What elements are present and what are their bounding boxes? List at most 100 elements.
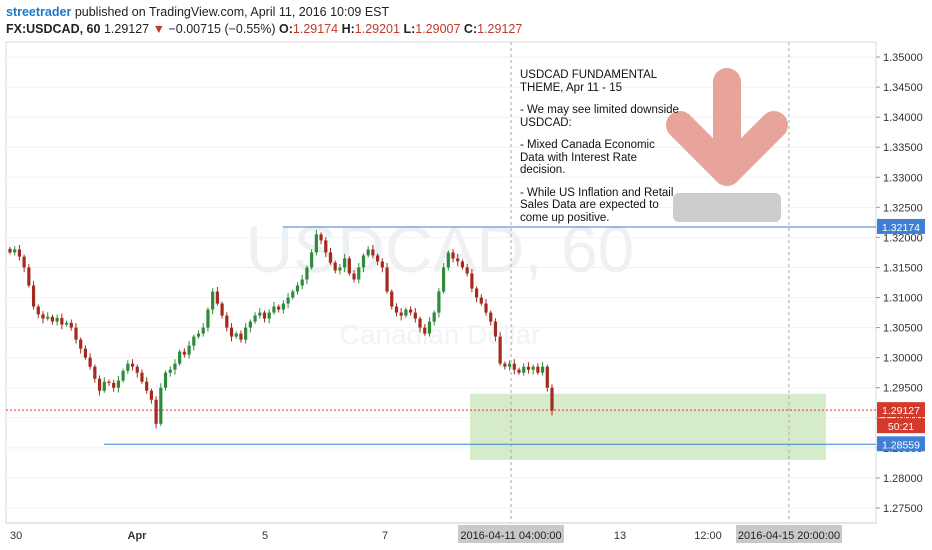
candle	[418, 318, 422, 328]
time-highlight-label: 2016-04-11 04:00:00	[460, 530, 561, 542]
candle	[446, 252, 450, 268]
price-tick-label: 1.33500	[883, 142, 923, 154]
candle	[295, 285, 300, 292]
candle	[163, 372, 168, 388]
grey-box[interactable]	[673, 193, 781, 222]
watermark-symbol: USDCAD, 60	[246, 212, 635, 286]
candle	[145, 381, 149, 391]
candle	[130, 363, 135, 367]
high-value: 1.29201	[354, 22, 400, 36]
candles	[8, 229, 554, 429]
candle	[545, 366, 549, 388]
publish-line: streetrader published on TradingView.com…	[6, 5, 389, 19]
candle	[305, 267, 309, 280]
candle	[36, 306, 40, 315]
time-highlight-bg	[736, 525, 842, 543]
candle	[390, 291, 394, 307]
candle	[550, 387, 554, 411]
candle	[465, 267, 469, 274]
candle	[196, 333, 201, 337]
price-tick-label: 1.32000	[883, 232, 923, 244]
candle	[41, 314, 45, 319]
candle	[333, 262, 337, 271]
candle	[88, 357, 92, 367]
candle	[149, 390, 153, 400]
annotation-point: - While US Inflation and Retail Sales Da…	[520, 186, 674, 224]
candle	[498, 336, 502, 364]
candle	[314, 234, 318, 253]
candle	[126, 363, 130, 371]
candle	[272, 306, 276, 313]
open-value: 1.29174	[292, 22, 339, 36]
author-link[interactable]: streetrader	[6, 5, 72, 19]
target-zone[interactable]	[470, 393, 826, 460]
candle	[112, 382, 116, 388]
candle	[531, 366, 535, 370]
candle	[182, 351, 186, 355]
price-tick-label: 1.28000	[883, 473, 923, 485]
candle	[442, 267, 446, 292]
price-tick-label: 1.31000	[883, 293, 923, 305]
annotation-text[interactable]: USDCAD FUNDAMENTAL THEME, Apr 11 - 15 - …	[520, 69, 680, 234]
candle	[338, 267, 342, 271]
down-triangle-icon: ▼	[152, 22, 165, 36]
price-tick-label: 1.34000	[883, 112, 923, 124]
level-price-tag: 1.28559	[882, 439, 920, 451]
candle	[79, 339, 83, 349]
close-label: C:	[463, 22, 478, 36]
annotation-point: - We may see limited downside USDCAD:	[520, 104, 679, 129]
candle	[46, 316, 50, 319]
candle	[225, 315, 229, 328]
low-label: L:	[403, 22, 416, 36]
candle	[423, 327, 427, 334]
candle	[507, 363, 512, 367]
candle	[371, 249, 375, 256]
candle	[517, 369, 521, 373]
candle	[281, 303, 285, 310]
candle	[135, 366, 139, 373]
candle	[493, 321, 498, 337]
candle	[140, 372, 144, 382]
down-arrow-icon[interactable]	[666, 68, 788, 186]
candle	[536, 366, 540, 373]
candle	[97, 378, 102, 391]
candle	[211, 291, 215, 310]
candle	[300, 279, 304, 286]
candle	[512, 363, 516, 370]
candle	[432, 312, 436, 322]
candle	[526, 366, 531, 370]
candle	[107, 381, 111, 383]
candle	[385, 267, 389, 292]
candle	[64, 322, 69, 325]
time-axis[interactable]	[6, 523, 876, 544]
candle	[479, 297, 483, 304]
candle	[347, 258, 351, 274]
candle	[277, 306, 281, 310]
candle	[394, 306, 399, 313]
candle	[192, 336, 196, 346]
annotation-title: USDCAD FUNDAMENTAL THEME, Apr 11 - 15	[520, 69, 657, 94]
price-tick-label: 1.33000	[883, 172, 923, 184]
candle	[380, 261, 384, 268]
candle	[328, 252, 333, 263]
open-label: O:	[279, 22, 293, 36]
candle	[474, 288, 479, 298]
candle	[74, 327, 78, 340]
candle	[239, 333, 243, 340]
candle	[206, 309, 210, 328]
time-axis-labels: 30 Apr 5 7 13 12:00 2016-04-11 04:00:00 2016-04…	[10, 525, 842, 543]
candle	[286, 297, 290, 304]
price-tick-label: 1.29500	[883, 383, 923, 395]
candle	[248, 321, 252, 328]
candle	[319, 234, 323, 241]
candle	[253, 315, 257, 322]
candle	[437, 291, 441, 313]
level-price-tag-bg	[877, 436, 925, 452]
symbol-label[interactable]: FX:USDCAD, 60	[6, 22, 101, 36]
candle	[357, 267, 361, 280]
candle	[456, 258, 460, 262]
candle	[22, 256, 26, 268]
time-highlight-label: 2016-04-15 20:00:00	[738, 530, 840, 542]
level-price-tag-bg	[877, 218, 925, 234]
